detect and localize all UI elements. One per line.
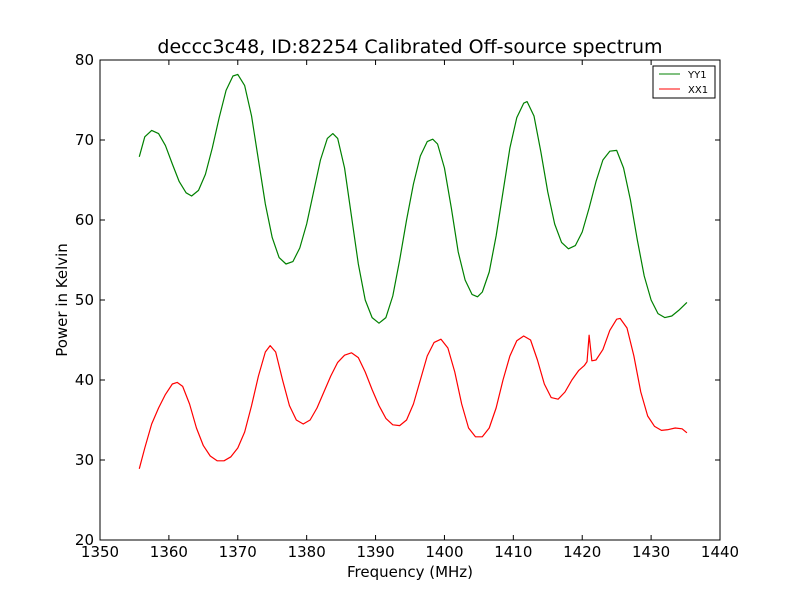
legend-label-xx1: XX1 bbox=[688, 85, 708, 96]
legend: YY1 XX1 bbox=[652, 65, 716, 99]
series-line-xx1 bbox=[138, 317, 688, 469]
x-tick-label: 1390 bbox=[356, 543, 394, 561]
x-tick-label: 1380 bbox=[288, 543, 326, 561]
x-tick-label: 1440 bbox=[701, 543, 739, 561]
x-axis-label: Frequency (MHz) bbox=[347, 563, 473, 581]
y-tick-label: 80 bbox=[75, 51, 94, 69]
x-tick-label: 1410 bbox=[494, 543, 532, 561]
series-line-yy1 bbox=[138, 73, 688, 324]
y-tick-label: 60 bbox=[75, 211, 94, 229]
y-tick-label: 40 bbox=[75, 371, 94, 389]
x-tick-label: 1360 bbox=[150, 543, 188, 561]
x-tick-label: 1370 bbox=[219, 543, 257, 561]
legend-label-yy1: YY1 bbox=[687, 70, 707, 81]
chart-title: deccc3c48, ID:82254 Calibrated Off-sourc… bbox=[157, 36, 662, 58]
y-axis-label: Power in Kelvin bbox=[53, 243, 71, 357]
y-tick-label: 30 bbox=[75, 451, 94, 469]
legend-box bbox=[652, 65, 716, 99]
y-axis-ticks: 20 30 40 50 60 70 80 bbox=[75, 51, 720, 549]
x-tick-label: 1430 bbox=[632, 543, 670, 561]
y-tick-label: 50 bbox=[75, 291, 94, 309]
x-tick-label: 1400 bbox=[425, 543, 463, 561]
y-tick-label: 70 bbox=[75, 131, 94, 149]
y-tick-label: 20 bbox=[75, 531, 94, 549]
x-axis-ticks: 1350 1360 1370 1380 1390 1400 1410 1420 1430 1440 bbox=[81, 60, 739, 561]
x-tick-label: 1350 bbox=[81, 543, 119, 561]
series-layer bbox=[138, 73, 688, 469]
x-tick-label: 1420 bbox=[563, 543, 601, 561]
